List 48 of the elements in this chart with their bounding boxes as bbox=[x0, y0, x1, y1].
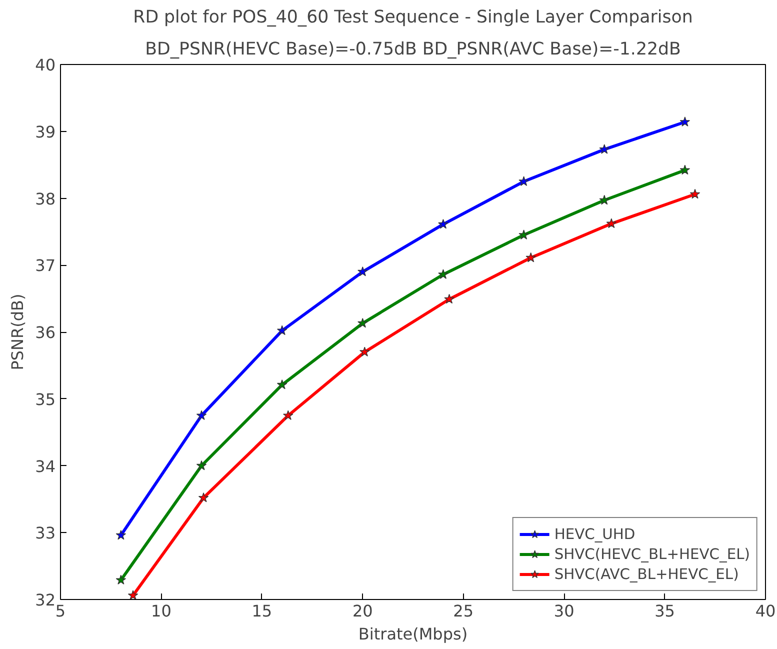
y-tick-label: 32 bbox=[35, 590, 56, 610]
y-tick-label: 35 bbox=[35, 390, 56, 409]
y-tick-label: 39 bbox=[35, 122, 56, 142]
point bbox=[360, 346, 370, 356]
y-tick-label: 40 bbox=[35, 56, 56, 74]
legend-label: SHVC(HEVC_BL+HEVC_EL) bbox=[554, 546, 750, 562]
point bbox=[680, 116, 690, 126]
point bbox=[196, 460, 207, 470]
y-tick-label: 33 bbox=[35, 524, 56, 543]
point bbox=[128, 590, 138, 600]
y-tick-label: 37 bbox=[35, 256, 56, 276]
point bbox=[518, 230, 529, 240]
point bbox=[196, 410, 207, 420]
x-tick-label: 35 bbox=[654, 602, 675, 620]
point bbox=[116, 574, 126, 584]
point bbox=[438, 269, 448, 279]
x-tick-label: 30 bbox=[554, 602, 574, 620]
point bbox=[276, 325, 288, 336]
point bbox=[358, 318, 368, 328]
y-tick-label: 34 bbox=[35, 456, 56, 476]
point bbox=[606, 218, 617, 228]
legend-label: SHVC(AVC_BL+HEVC_EL) bbox=[554, 566, 739, 582]
y-tick-label: 38 bbox=[35, 189, 56, 208]
point bbox=[198, 492, 209, 502]
point bbox=[276, 379, 288, 390]
chart-title: RD plot for POS_40_60 Test Sequence - Single Layer Comparison bbox=[133, 8, 693, 28]
point bbox=[116, 530, 126, 540]
y-axis-title: PSNR(dB) bbox=[8, 294, 28, 370]
point bbox=[690, 188, 700, 199]
point bbox=[283, 410, 294, 420]
point bbox=[680, 164, 690, 175]
point bbox=[444, 294, 454, 304]
point bbox=[518, 176, 529, 186]
point bbox=[599, 144, 610, 154]
x-tick-label: 25 bbox=[453, 602, 474, 620]
point bbox=[599, 194, 610, 205]
point bbox=[526, 252, 536, 262]
legend-label: HEVC_UHD bbox=[554, 526, 636, 542]
x-tick-label: 15 bbox=[252, 602, 272, 620]
x-tick-label: 5 bbox=[55, 602, 66, 620]
x-tick-label: 40 bbox=[755, 602, 776, 620]
x-tick-label: 10 bbox=[151, 602, 172, 620]
point bbox=[438, 218, 448, 229]
chart-subtitle: BD_PSNR(HEVC Base)=-0.75dB BD_PSNR(AVC Base)=-1.22dB bbox=[145, 40, 681, 60]
point bbox=[358, 266, 368, 276]
x-tick-label: 20 bbox=[352, 602, 373, 620]
x-axis-title: Bitrate(Mbps) bbox=[358, 624, 468, 644]
y-tick-label: 36 bbox=[35, 323, 56, 342]
